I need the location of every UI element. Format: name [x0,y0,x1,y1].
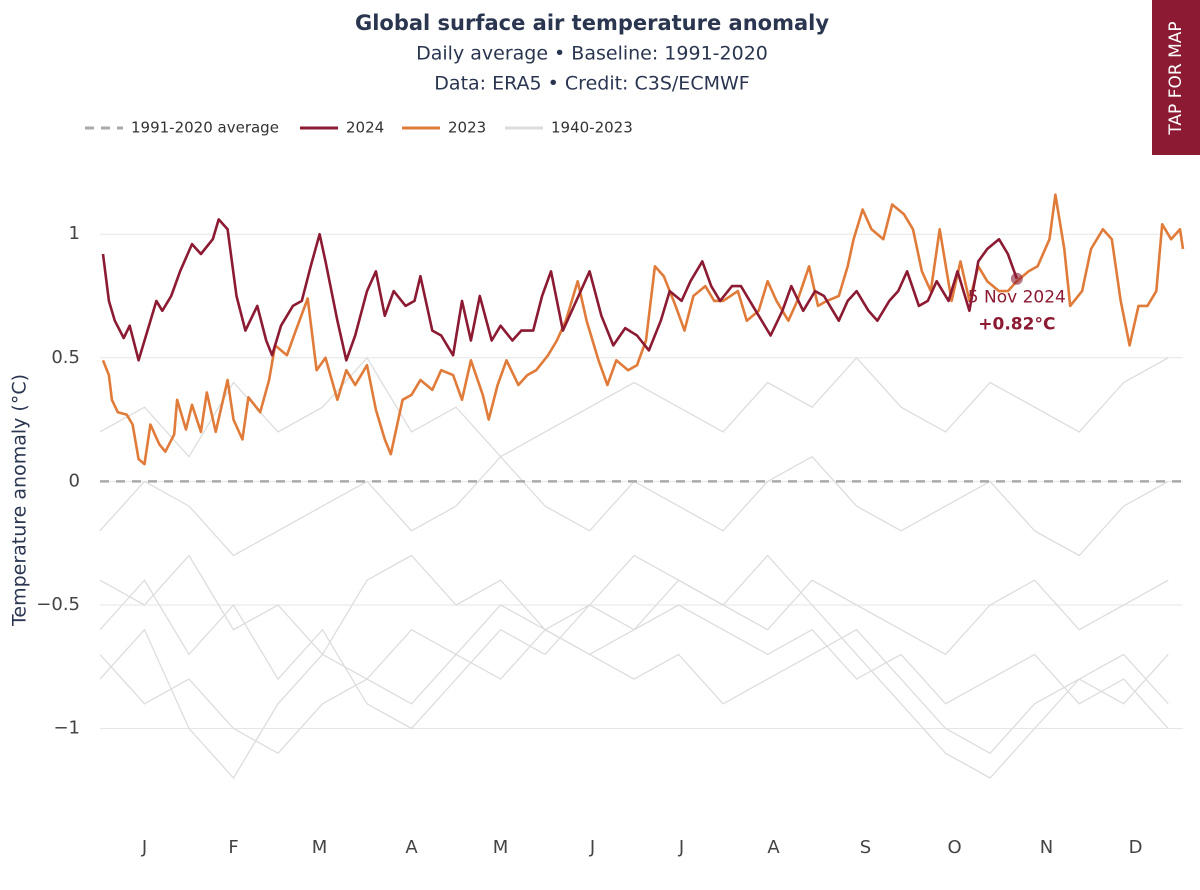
map-button[interactable]: TAP FOR MAP [1152,0,1200,155]
background-line [99,554,1169,779]
x-tick-label: M [312,837,328,858]
annotation-dot [1010,272,1023,285]
y-axis-title: Temperature anomaly (°C) [9,374,31,627]
x-tick-label: A [405,837,418,858]
background-line [99,628,1169,780]
x-tick-label: M [493,837,509,858]
x-tick-label: S [860,837,871,858]
x-tick-label: J [678,837,684,858]
x-tick-label: J [589,837,595,858]
legend-label: 2023 [448,119,486,137]
y-tick-label: 1 [69,223,80,244]
background-line [99,455,1169,557]
chart-title: Global surface air temperature anomaly [355,11,829,35]
x-tick-label: O [947,837,961,858]
legend-item: 1940-2023 [505,119,633,137]
background-line [99,356,1169,458]
x-tick-label: A [767,837,780,858]
y-tick-label: −1 [53,718,80,739]
legend-item: 2024 [300,119,384,137]
y-tick-label: 0 [69,470,80,491]
legend-label: 1940-2023 [551,119,633,137]
legend-label: 2024 [346,119,384,137]
button-label[interactable]: TAP FOR MAP [1166,21,1186,135]
legend-item: 1991-2020 average [85,119,279,137]
x-tick-label: N [1040,837,1053,858]
legend-item: 2023 [402,119,486,137]
series-line [101,193,1185,466]
x-tick-label: F [228,837,238,858]
legend-label: 1991-2020 average [131,119,279,137]
background-line [99,554,1169,656]
annotation-date: 5 Nov 2024 [968,288,1066,308]
x-tick-label: D [1129,837,1143,858]
x-tick-label: J [141,837,147,858]
button-bg[interactable] [1152,0,1200,155]
subtitle: Daily average • Baseline: 1991-2020 [416,43,768,65]
y-tick-label: 0.5 [51,347,80,368]
series-line [101,218,1019,362]
subtitle: Data: ERA5 • Credit: C3S/ECMWF [434,73,749,95]
annotation-value: +0.82°C [978,315,1055,335]
y-tick-label: −0.5 [36,594,80,615]
